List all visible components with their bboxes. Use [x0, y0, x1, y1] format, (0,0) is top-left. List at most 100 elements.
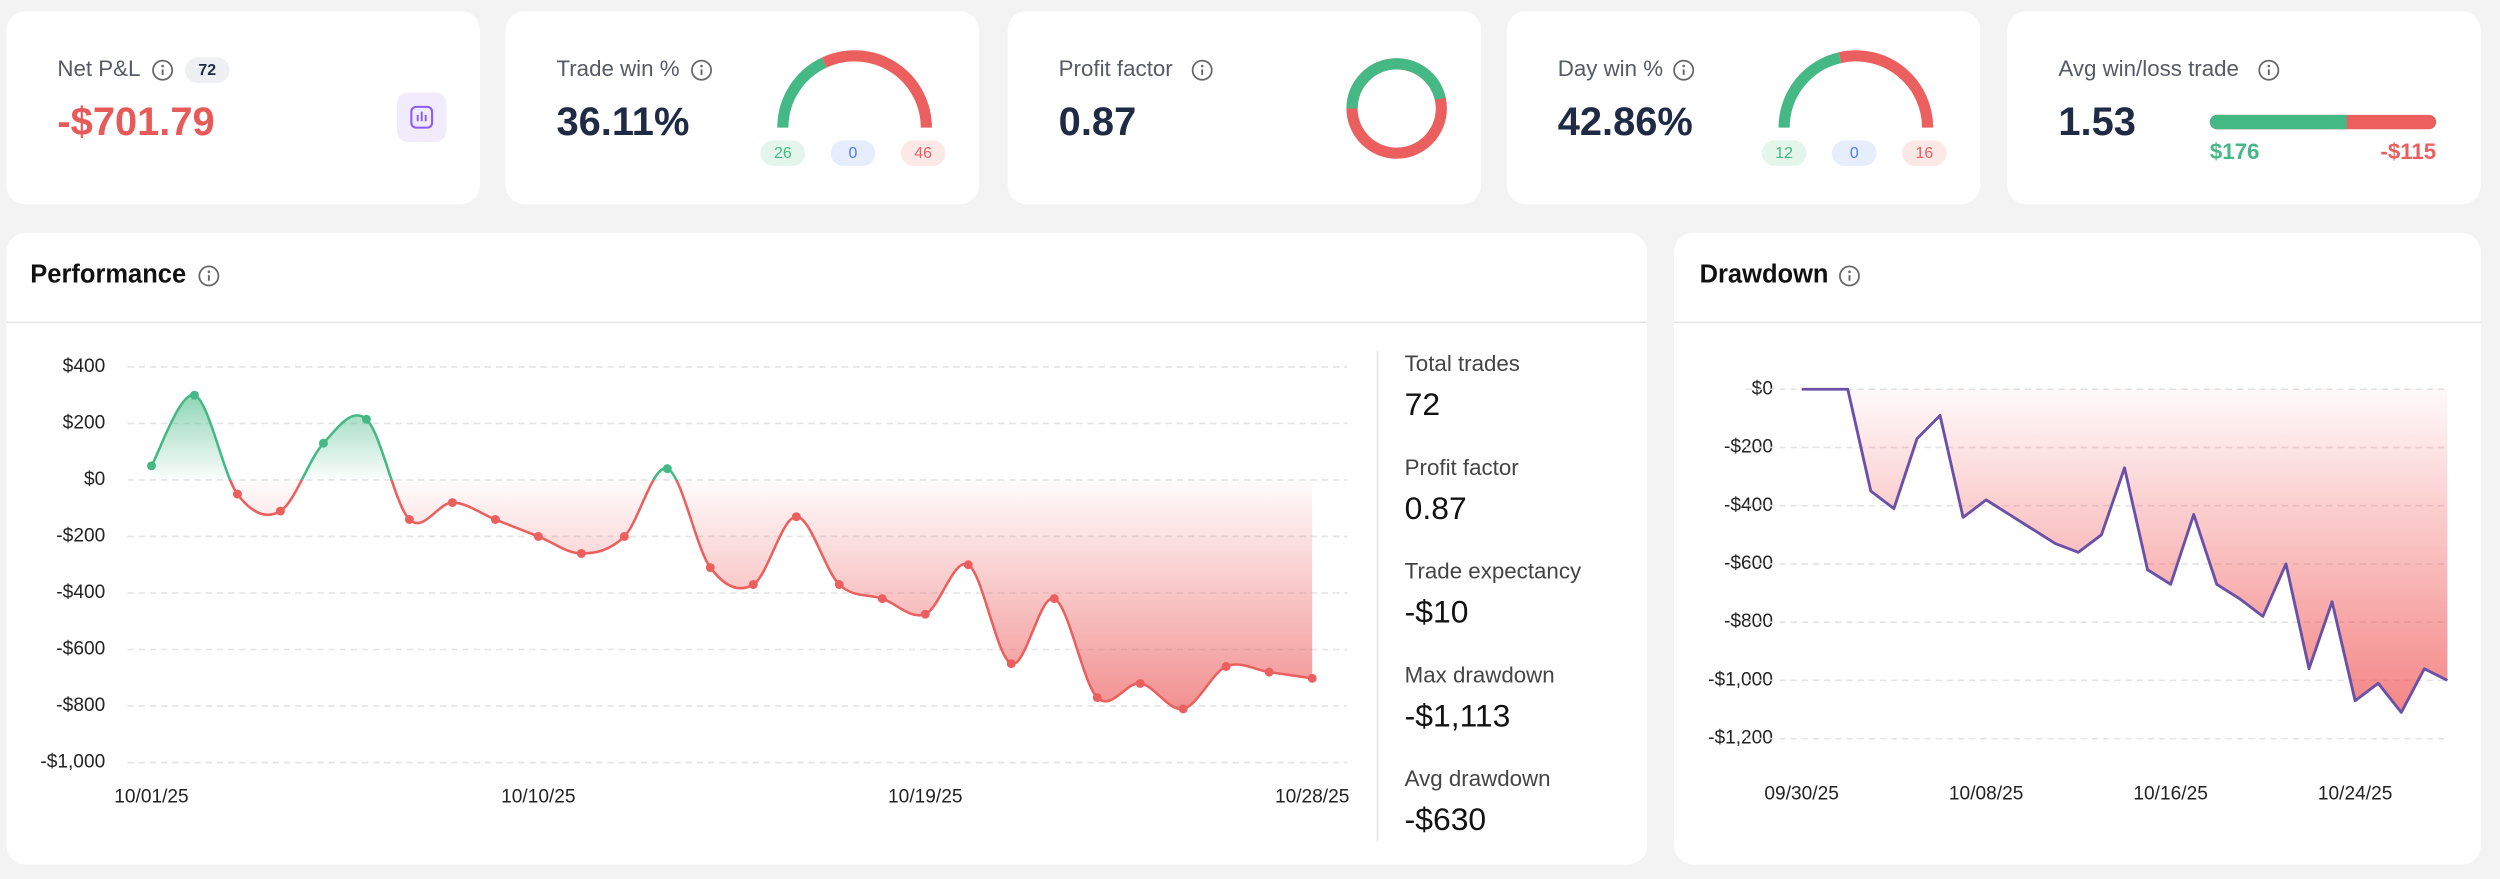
- x-tick-label: 10/08/25: [1949, 783, 2023, 804]
- gauge-badge: [1761, 140, 1807, 166]
- y-tick-label: -$1,000: [40, 752, 105, 773]
- card-title: Trade win %: [556, 56, 679, 81]
- point: [1135, 678, 1145, 688]
- point: [232, 489, 242, 499]
- point: [361, 414, 371, 424]
- point: [748, 580, 758, 589]
- info-icon-dot: [1200, 64, 1204, 68]
- card-title: Profit factor: [1059, 56, 1174, 81]
- info-icon-dot: [1682, 64, 1685, 68]
- x-tick-label: 10/10/25: [501, 787, 575, 808]
- area: [151, 394, 1313, 710]
- card-value: 0.87: [1059, 100, 1137, 144]
- point: [1221, 661, 1231, 671]
- info-icon: [1839, 265, 1860, 287]
- point: [1092, 693, 1102, 703]
- gauge-badge-text: 26: [774, 145, 792, 162]
- y-tick-label: -$200: [56, 526, 105, 547]
- card: [1007, 11, 1482, 205]
- report-icon: [410, 105, 434, 129]
- card-value: 42.86%: [1558, 100, 1693, 144]
- gauge-badge-text: 16: [1916, 145, 1934, 162]
- info-icon: [152, 59, 174, 81]
- gauge-segment: [1778, 52, 1842, 128]
- stat-value: -$10: [1405, 594, 1469, 630]
- stat-label: Total trades: [1405, 351, 1520, 376]
- gauge-badge: [1831, 140, 1877, 166]
- point: [1264, 667, 1274, 677]
- gauge-badge-text: 0: [1850, 145, 1859, 162]
- point: [705, 563, 715, 573]
- y-tick-label: -$1,000: [1708, 669, 1773, 690]
- stat-label: Avg drawdown: [1405, 766, 1551, 791]
- gauge-badge: [830, 140, 876, 166]
- info-icon-dot: [207, 270, 211, 274]
- win-label: $176: [2210, 139, 2260, 164]
- y-tick-label: $0: [84, 469, 105, 490]
- point: [619, 532, 629, 541]
- x-tick-label: 10/24/25: [2318, 783, 2392, 804]
- info-icon-dot: [161, 64, 164, 68]
- loss-label: -$115: [2380, 139, 2436, 164]
- info-icon: [1673, 59, 1695, 81]
- info-icon: [1191, 59, 1213, 81]
- gauge-badge-text: 46: [914, 145, 932, 162]
- point: [877, 594, 887, 604]
- point: [533, 532, 543, 541]
- point: [1006, 659, 1016, 669]
- y-tick-label: -$800: [56, 695, 105, 716]
- y-tick-label: -$400: [56, 582, 105, 603]
- x-tick-label: 10/16/25: [2133, 783, 2207, 804]
- stat-label: Max drawdown: [1405, 662, 1555, 687]
- gauge-segment: [1838, 50, 1934, 128]
- card-title: Net P&L: [57, 56, 140, 81]
- gauge-badge: [760, 140, 806, 166]
- point: [1307, 673, 1317, 683]
- card: [2007, 11, 2481, 205]
- info-icon-dot: [2267, 64, 2271, 68]
- stat-value: -$630: [1405, 801, 1487, 837]
- point: [1049, 594, 1059, 604]
- stat-value: -$1,113: [1405, 697, 1511, 733]
- point: [1178, 704, 1188, 714]
- panel-title: Performance: [30, 261, 186, 289]
- win-bar: [2209, 114, 2347, 130]
- y-tick-label: -$600: [56, 639, 105, 660]
- badge: [184, 57, 230, 83]
- card-value: 1.53: [2058, 100, 2136, 144]
- x-tick-label: 10/19/25: [888, 787, 962, 808]
- info-icon: [2258, 59, 2280, 81]
- info-icon: [691, 59, 712, 81]
- gauge-badge-text: 12: [1775, 145, 1793, 162]
- y-tick-label: $400: [63, 356, 106, 377]
- card-value: 36.11%: [556, 100, 689, 144]
- line: [1801, 387, 2449, 714]
- stat-value: 0.87: [1405, 490, 1467, 526]
- panel-title: Drawdown: [1700, 261, 1829, 289]
- info-icon: [198, 265, 220, 287]
- point: [318, 438, 328, 448]
- card-title: Day win %: [1558, 56, 1664, 81]
- ring-profit: [1346, 58, 1446, 109]
- point: [963, 560, 973, 570]
- gauge-segment: [777, 57, 827, 128]
- gauge-badge: [1902, 140, 1947, 166]
- gauge-badge: [900, 140, 946, 166]
- x-tick-label: 09/30/25: [1764, 783, 1838, 804]
- card: [6, 11, 480, 205]
- stat-value: 72: [1405, 386, 1440, 422]
- point: [275, 506, 285, 516]
- stat-label: Profit factor: [1405, 455, 1520, 480]
- point: [576, 548, 586, 558]
- point: [189, 390, 199, 400]
- x-tick-label: 10/01/25: [114, 787, 188, 808]
- x-tick-label: 10/28/25: [1275, 787, 1349, 808]
- area: [1801, 389, 2448, 713]
- point: [791, 512, 801, 522]
- info-icon-dot: [1848, 270, 1851, 274]
- y-tick-label: $200: [63, 412, 106, 433]
- point: [447, 498, 457, 508]
- gauge-segment: [821, 50, 932, 128]
- gauge-badge-text: 0: [849, 145, 858, 162]
- card-value: -$701.79: [57, 100, 214, 144]
